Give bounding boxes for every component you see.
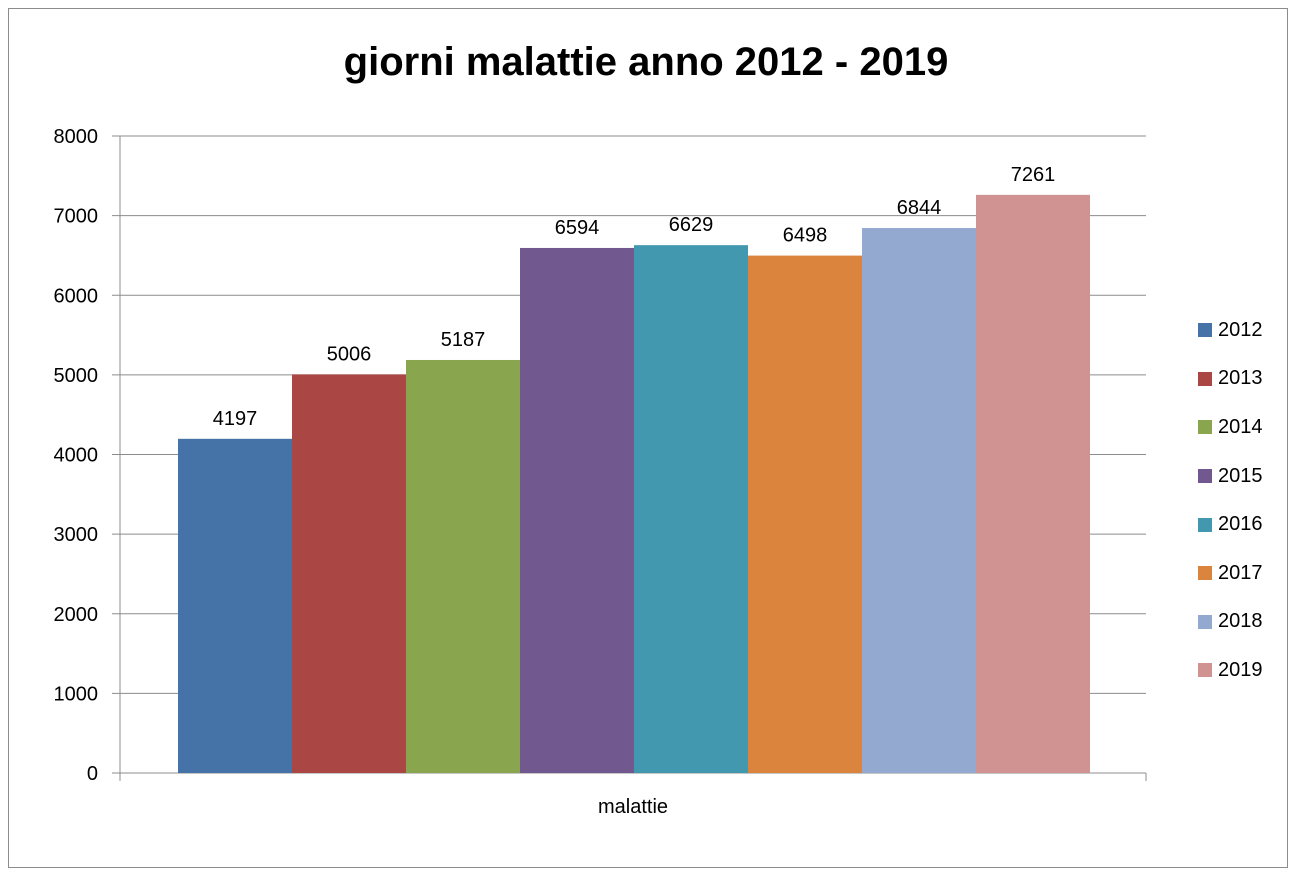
data-label: 6844	[897, 197, 942, 219]
y-tick-label: 5000	[54, 365, 99, 387]
legend-swatch	[1198, 371, 1212, 386]
y-tick-label: 8000	[54, 126, 99, 148]
data-label: 4197	[213, 408, 258, 430]
bar-2018	[862, 228, 976, 773]
legend-item: 2014	[1198, 403, 1288, 452]
y-tick-label: 0	[87, 763, 98, 785]
data-label: 6498	[783, 225, 828, 247]
bar-2014	[406, 359, 520, 773]
y-tick-label: 7000	[54, 206, 99, 228]
legend-item: 2018	[1198, 598, 1288, 647]
bar-2016	[634, 245, 748, 773]
bar-2013	[292, 374, 406, 773]
y-tick-label: 1000	[54, 683, 99, 705]
legend-swatch	[1198, 663, 1212, 678]
bar-2012	[178, 438, 292, 773]
legend-item: 2016	[1198, 500, 1288, 549]
legend-label: 2016	[1218, 513, 1263, 536]
legend-label: 2015	[1218, 464, 1263, 487]
legend-label: 2017	[1218, 561, 1263, 584]
data-label: 5187	[441, 329, 486, 351]
legend-swatch	[1198, 614, 1212, 629]
y-tick-label: 4000	[54, 445, 99, 467]
legend-label: 2012	[1218, 318, 1263, 341]
chart-legend: 2012 2013 2014 2015 2016 2017 2018 2019	[1198, 306, 1288, 695]
legend-item: 2013	[1198, 355, 1288, 404]
y-tick-label: 3000	[54, 524, 99, 546]
bar-2015	[520, 247, 634, 773]
legend-label: 2014	[1218, 415, 1263, 438]
chart-title: giorni malattie anno 2012 - 2019	[343, 40, 949, 84]
legend-label: 2018	[1218, 610, 1263, 633]
legend-swatch	[1198, 323, 1212, 338]
data-label: 5006	[327, 343, 372, 365]
legend-item: 2017	[1198, 549, 1288, 598]
bar-2019	[976, 194, 1090, 773]
legend-item: 2012	[1198, 306, 1288, 355]
bar-2017	[748, 255, 862, 774]
legend-swatch	[1198, 420, 1212, 435]
legend-label: 2013	[1218, 367, 1263, 390]
legend-swatch	[1198, 469, 1212, 484]
legend-label: 2019	[1218, 658, 1263, 681]
y-tick-label: 6000	[54, 285, 99, 307]
legend-item: 2015	[1198, 452, 1288, 501]
data-label: 7261	[1011, 164, 1056, 186]
y-tick-label: 2000	[54, 604, 99, 626]
data-label: 6594	[555, 217, 600, 239]
x-category-label: malattie	[598, 796, 668, 818]
legend-item: 2019	[1198, 646, 1288, 695]
legend-swatch	[1198, 517, 1212, 532]
data-label: 6629	[669, 214, 714, 236]
legend-swatch	[1198, 566, 1212, 581]
